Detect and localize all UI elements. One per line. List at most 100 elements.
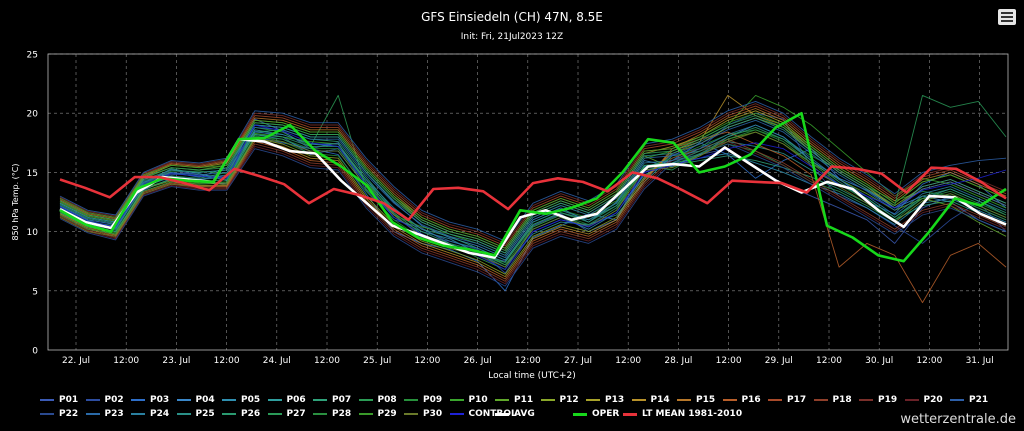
legend-swatch [222, 413, 236, 415]
legend-label: P29 [377, 409, 397, 419]
legend-label: P12 [559, 395, 579, 405]
legend-item-p26[interactable]: P26 [222, 408, 260, 420]
legend-label: CONTROL [468, 409, 517, 419]
x-tick-label: 26. Jul [464, 356, 492, 366]
series-line-p18 [59, 138, 1007, 282]
legend-label: P01 [59, 395, 79, 405]
series-line-p20 [59, 141, 1007, 285]
series-line-p05 [59, 134, 1007, 268]
x-tick-label: 12:00 [515, 356, 541, 366]
legend-item-p09[interactable]: P09 [404, 394, 442, 406]
legend-item-oper[interactable]: OPER [573, 408, 619, 420]
x-tick-label: 28. Jul [664, 356, 692, 366]
x-tick-label: 12:00 [414, 356, 440, 366]
legend-label: P14 [650, 395, 670, 405]
legend-swatch [631, 399, 646, 401]
legend-label: P20 [923, 395, 943, 405]
legend-item-p14[interactable]: P14 [631, 394, 670, 406]
legend-label: P17 [787, 395, 807, 405]
legend-item-p10[interactable]: P10 [449, 394, 488, 406]
legend-item-p03[interactable]: P03 [131, 394, 169, 406]
legend-item-lt-mean-1981-2010[interactable]: LT MEAN 1981-2010 [623, 408, 742, 420]
legend-swatch [677, 399, 691, 401]
legend-swatch [40, 399, 54, 401]
legend-item-p21[interactable]: P21 [950, 394, 988, 406]
series-line-oper [59, 111, 1007, 263]
legend-label: P10 [468, 395, 488, 405]
legend-label: P27 [286, 409, 306, 419]
legend-label: P28 [332, 409, 352, 419]
legend-item-p12[interactable]: P12 [540, 394, 579, 406]
legend-item-p06[interactable]: P06 [267, 394, 306, 406]
x-tick-label: 25. Jul [363, 356, 391, 366]
legend-item-p27[interactable]: P27 [267, 408, 306, 420]
chart-subtitle: Init: Fri, 21Jul2023 12Z [461, 32, 563, 42]
legend-swatch [449, 399, 464, 401]
legend-label: P13 [605, 395, 625, 405]
credit: wetterzentrale.de [900, 412, 1016, 427]
legend-item-p29[interactable]: P29 [358, 408, 397, 420]
y-tick-label: 20 [27, 110, 39, 120]
legend-item-p17[interactable]: P17 [768, 394, 806, 406]
legend-item-p28[interactable]: P28 [313, 408, 351, 420]
legend-item-p15[interactable]: P15 [677, 394, 715, 406]
legend-item-p24[interactable]: P24 [131, 408, 169, 420]
y-tick-label: 0 [32, 347, 38, 357]
legend-item-p22[interactable]: P22 [40, 408, 78, 420]
x-tick-label: 12:00 [615, 356, 641, 366]
legend-item-p13[interactable]: P13 [586, 394, 624, 406]
x-tick-label: 12:00 [816, 356, 842, 366]
x-tick-label: 12:00 [314, 356, 340, 366]
legend-label: P06 [286, 395, 306, 405]
legend-item-p07[interactable]: P07 [313, 394, 351, 406]
y-tick-label: 25 [27, 51, 38, 61]
legend-swatch [904, 399, 919, 401]
legend-item-p18[interactable]: P18 [813, 394, 852, 406]
legend-label: P08 [377, 395, 397, 405]
legend-item-p25[interactable]: P25 [176, 408, 215, 420]
y-tick-label: 5 [32, 287, 38, 297]
legend-item-control[interactable]: CONTROL [449, 408, 517, 420]
x-axis-label: Local time (UTC+2) [488, 371, 576, 381]
legend-swatch [495, 412, 509, 416]
legend-item-p08[interactable]: P08 [358, 394, 397, 406]
series-line-p02 [59, 112, 1007, 274]
series-line-p09 [59, 129, 1007, 263]
legend-item-p19[interactable]: P19 [859, 394, 897, 406]
legend-swatch [404, 413, 418, 415]
legend-label: P03 [150, 395, 170, 405]
legend-label: P16 [741, 395, 761, 405]
legend-item-p01[interactable]: P01 [40, 394, 78, 406]
legend-swatch [586, 399, 600, 401]
legend-swatch [768, 399, 782, 401]
legend-swatch [573, 412, 587, 416]
legend-swatch [495, 399, 509, 401]
legend-item-p04[interactable]: P04 [176, 394, 215, 406]
legend-item-p05[interactable]: P05 [222, 394, 260, 406]
legend-label: P09 [423, 395, 443, 405]
series-line-p16 [59, 131, 1007, 304]
x-tick-label: 27. Jul [564, 356, 592, 366]
legend-item-p11[interactable]: P11 [495, 394, 533, 406]
legend-label: LT MEAN 1981-2010 [642, 409, 743, 419]
legend-item-p16[interactable]: P16 [722, 394, 761, 406]
legend-label: P15 [696, 395, 716, 405]
x-tick-label: 22. Jul [62, 356, 90, 366]
legend-swatch [540, 399, 555, 401]
hamburger-menu-icon[interactable] [998, 9, 1016, 25]
legend-label: AVG [514, 409, 535, 419]
legend-item-p23[interactable]: P23 [85, 408, 124, 420]
legend-swatch [176, 413, 191, 415]
plot-frame [47, 53, 1009, 351]
legend-item-avg[interactable]: AVG [495, 408, 535, 420]
legend-swatch [313, 413, 327, 415]
legend-swatch [813, 399, 828, 401]
y-tick-label: 15 [27, 169, 38, 179]
legend-item-p30[interactable]: P30 [404, 408, 442, 420]
legend-label: P24 [150, 409, 170, 419]
legend-item-p20[interactable]: P20 [904, 394, 943, 406]
legend-swatch [623, 412, 637, 416]
legend-item-p02[interactable]: P02 [85, 394, 124, 406]
y-axis-label: 850 hPa Temp. (°C) [11, 163, 20, 240]
